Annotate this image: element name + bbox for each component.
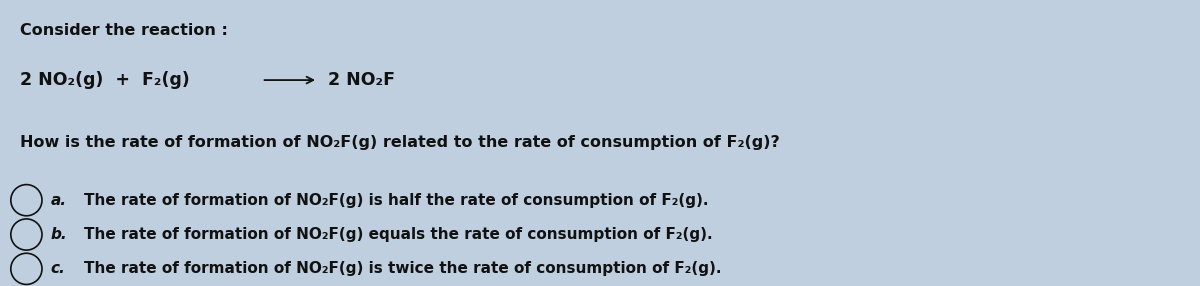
Text: a.: a. [50,193,66,208]
Text: 2 NO₂F: 2 NO₂F [328,71,395,89]
Text: The rate of formation of NO₂F(g) is half the rate of consumption of F₂(g).: The rate of formation of NO₂F(g) is half… [84,193,708,208]
Text: b.: b. [50,227,67,242]
Text: How is the rate of formation of NO₂F(g) related to the rate of consumption of F₂: How is the rate of formation of NO₂F(g) … [20,136,780,150]
Text: Consider the reaction :: Consider the reaction : [20,23,228,38]
Text: The rate of formation of NO₂F(g) equals the rate of consumption of F₂(g).: The rate of formation of NO₂F(g) equals … [84,227,713,242]
Text: 2 NO₂(g)  +  F₂(g): 2 NO₂(g) + F₂(g) [20,71,190,89]
Text: c.: c. [50,261,65,276]
Text: The rate of formation of NO₂F(g) is twice the rate of consumption of F₂(g).: The rate of formation of NO₂F(g) is twic… [84,261,721,276]
